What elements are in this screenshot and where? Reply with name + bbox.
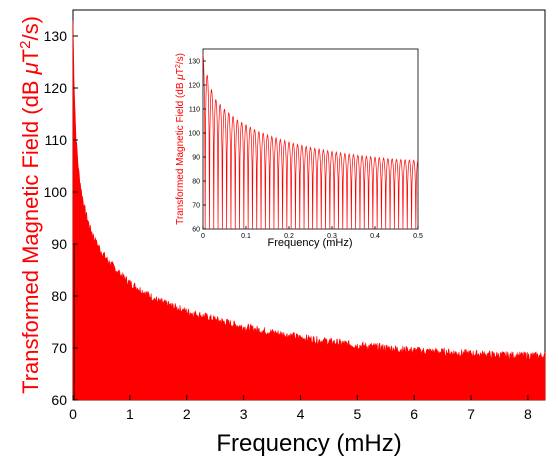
inset-y-label-sup: 2 (175, 64, 182, 68)
inset-y-label-prefix: Transformed Magnetic Field (dB (175, 80, 186, 225)
main-x-tick-label: 1 (126, 406, 134, 422)
main-y-tick-label: 70 (51, 340, 67, 356)
main-y-label-t: T (18, 49, 43, 62)
inset-x-tick-label: 0 (201, 233, 205, 240)
inset-x-tick-label: 0.5 (413, 233, 423, 240)
main-x-tick-label: 3 (240, 406, 248, 422)
main-y-tick-label: 100 (44, 184, 68, 200)
inset-y-label-suffix: /s) (175, 53, 186, 64)
inset-plot-frame (202, 48, 419, 230)
main-y-tick-label: 110 (45, 132, 68, 148)
main-y-axis-label: Transformed Magnetic Field (dB μT2/s) (17, 16, 44, 394)
main-series-area (72, 20, 546, 401)
inset-y-tick-label: 70 (192, 203, 200, 210)
inset-x-tick-label: 0.4 (370, 233, 380, 240)
main-x-tick-label: 0 (69, 406, 77, 422)
inset-series-group (202, 53, 419, 230)
main-y-tick-label: 130 (44, 28, 68, 44)
inset-y-tick-label: 60 (192, 227, 200, 234)
main-series-group (72, 20, 546, 401)
main-x-tick-label: 6 (410, 406, 418, 422)
main-x-axis-label: Frequency (mHz) (216, 430, 401, 457)
inset-x-axis-label: Frequency (mHz) (268, 237, 353, 249)
inset-y-tick-label: 120 (188, 83, 200, 90)
inset-y-tick-label: 100 (188, 131, 200, 138)
main-y-label-sup: 2 (17, 41, 34, 49)
main-x-tick-label: 2 (183, 406, 191, 422)
inset-ticks-group: 0 0.1 0.2 0.3 0.4 0.5 60 70 80 90 100 110 120 130 (188, 59, 423, 241)
main-y-tick-label: 80 (51, 288, 67, 304)
inset-y-tick-label: 130 (188, 59, 200, 66)
inset-y-tick-label: 80 (192, 179, 200, 186)
inset-x-tick-label: 0.3 (327, 233, 337, 240)
inset-y-tick-label: 110 (189, 107, 200, 114)
inset-x-tick-label: 0.2 (284, 233, 294, 240)
inset-y-tick-label: 90 (192, 155, 200, 162)
main-x-tick-label: 7 (467, 406, 475, 422)
main-y-tick-label: 120 (44, 80, 68, 96)
main-y-label-suffix: /s) (18, 16, 43, 40)
main-ticks-group: 0 1 2 3 4 5 6 7 8 60 70 80 90 100 110 120 130 (44, 28, 532, 422)
inset-y-label-t: T (175, 68, 186, 74)
inset-y-axis-label: Transformed Magnetic Field (dB μT2/s) (175, 53, 187, 225)
main-y-label-prefix: Transformed Magnetic Field (dB (18, 74, 43, 394)
main-x-tick-label: 4 (297, 406, 305, 422)
main-y-label-mu: μ (18, 62, 43, 75)
inset-y-label-mu: μ (175, 74, 186, 81)
inset-series-line (202, 53, 419, 230)
main-x-tick-label: 5 (353, 406, 361, 422)
inset-x-tick-label: 0.1 (241, 233, 251, 240)
main-y-tick-label: 90 (51, 236, 67, 252)
main-x-tick-label: 8 (524, 406, 532, 422)
main-y-tick-label: 60 (51, 392, 67, 408)
